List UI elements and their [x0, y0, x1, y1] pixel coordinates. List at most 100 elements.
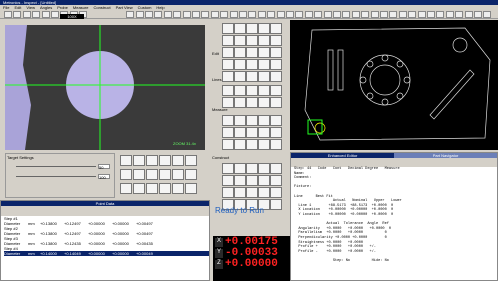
tool-button[interactable] [270, 139, 282, 150]
light-button[interactable] [133, 183, 145, 194]
tool-icon[interactable] [192, 11, 200, 18]
tool-button[interactable] [258, 187, 270, 198]
tool-button[interactable] [234, 175, 246, 186]
tool-button[interactable] [246, 23, 258, 34]
tool-icon[interactable] [483, 11, 491, 18]
tool-button[interactable] [222, 59, 234, 70]
tool-button[interactable] [222, 139, 234, 150]
tool-icon[interactable] [258, 11, 266, 18]
tab[interactable]: Enhanced Editor [291, 153, 394, 158]
tool-button[interactable] [270, 163, 282, 174]
tool-icon[interactable] [314, 11, 322, 18]
tool-button[interactable] [270, 175, 282, 186]
tool-button[interactable] [222, 35, 234, 46]
tool-button[interactable] [246, 139, 258, 150]
tool-button[interactable] [258, 71, 270, 82]
tool-icon[interactable] [352, 11, 360, 18]
tool-icon[interactable] [389, 11, 397, 18]
light-button[interactable] [159, 169, 171, 180]
tool-button[interactable] [246, 187, 258, 198]
tool-button[interactable] [234, 187, 246, 198]
tool-button[interactable] [246, 97, 258, 108]
tool-button[interactable] [234, 23, 246, 34]
tool-button[interactable] [222, 115, 234, 126]
tool-button[interactable] [246, 163, 258, 174]
tool-icon[interactable] [32, 11, 40, 18]
tool-button[interactable] [258, 139, 270, 150]
tool-icon[interactable] [455, 11, 463, 18]
tool-button[interactable] [270, 59, 282, 70]
light-button[interactable] [185, 155, 197, 166]
tool-button[interactable] [234, 97, 246, 108]
tool-icon[interactable] [427, 11, 435, 18]
tool-icon[interactable] [333, 11, 341, 18]
tool-button[interactable] [246, 71, 258, 82]
light-button[interactable] [146, 169, 158, 180]
tool-button[interactable] [222, 163, 234, 174]
tool-button[interactable] [270, 85, 282, 96]
tool-icon[interactable] [42, 11, 50, 18]
tool-button[interactable] [222, 71, 234, 82]
light-button[interactable] [146, 155, 158, 166]
tool-button[interactable] [270, 23, 282, 34]
tool-button[interactable] [270, 199, 282, 210]
tool-button[interactable] [222, 47, 234, 58]
tool-button[interactable] [246, 35, 258, 46]
tool-button[interactable] [270, 47, 282, 58]
tool-icon[interactable] [164, 11, 172, 18]
tool-icon[interactable] [145, 11, 153, 18]
tool-button[interactable] [258, 59, 270, 70]
tool-icon[interactable] [173, 11, 181, 18]
tool-button[interactable] [222, 187, 234, 198]
tool-icon[interactable] [220, 11, 228, 18]
tool-button[interactable] [234, 139, 246, 150]
tool-button[interactable] [258, 85, 270, 96]
light-button[interactable] [120, 155, 132, 166]
light-button[interactable] [172, 169, 184, 180]
tool-icon[interactable] [418, 11, 426, 18]
light-button[interactable] [146, 183, 158, 194]
light-button[interactable] [185, 183, 197, 194]
tool-icon[interactable] [286, 11, 294, 18]
tool-button[interactable] [258, 127, 270, 138]
tool-button[interactable] [246, 127, 258, 138]
tool-icon[interactable] [474, 11, 482, 18]
tool-button[interactable] [234, 163, 246, 174]
tool-icon[interactable] [399, 11, 407, 18]
tool-button[interactable] [234, 71, 246, 82]
tool-button[interactable] [222, 127, 234, 138]
light-button[interactable] [172, 183, 184, 194]
tool-button[interactable] [270, 97, 282, 108]
tool-button[interactable] [270, 115, 282, 126]
tool-icon[interactable] [51, 11, 59, 18]
tool-icon[interactable] [136, 11, 144, 18]
tool-icon[interactable] [239, 11, 247, 18]
tool-icon[interactable] [380, 11, 388, 18]
tool-icon[interactable] [13, 11, 21, 18]
tool-icon[interactable] [446, 11, 454, 18]
tool-button[interactable] [222, 23, 234, 34]
tool-icon[interactable] [4, 11, 12, 18]
tool-button[interactable] [258, 163, 270, 174]
tool-button[interactable] [258, 115, 270, 126]
light-button[interactable] [159, 183, 171, 194]
tool-icon[interactable] [154, 11, 162, 18]
tool-button[interactable] [258, 175, 270, 186]
tool-icon[interactable] [361, 11, 369, 18]
tab[interactable]: Part Navigator [394, 153, 497, 158]
light-button[interactable] [185, 169, 197, 180]
tool-icon[interactable] [277, 11, 285, 18]
light-button[interactable] [133, 155, 145, 166]
tool-icon[interactable] [183, 11, 191, 18]
tool-button[interactable] [258, 35, 270, 46]
tool-button[interactable] [234, 115, 246, 126]
tool-icon[interactable] [126, 11, 134, 18]
tool-button[interactable] [246, 115, 258, 126]
tool-icon[interactable] [408, 11, 416, 18]
tool-button[interactable] [234, 85, 246, 96]
tool-button[interactable] [258, 23, 270, 34]
tool-button[interactable] [270, 35, 282, 46]
tool-icon[interactable] [371, 11, 379, 18]
tool-button[interactable] [234, 127, 246, 138]
tool-icon[interactable] [342, 11, 350, 18]
